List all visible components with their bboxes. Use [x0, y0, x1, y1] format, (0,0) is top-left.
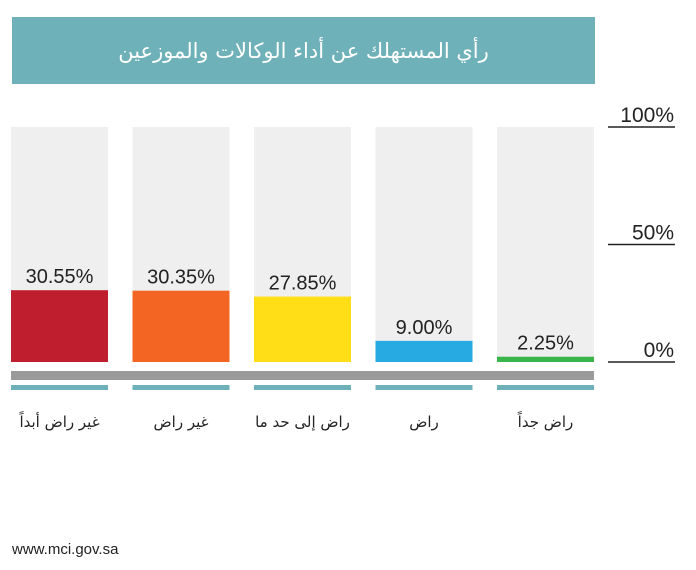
chart-title-bar: رأي المستهلك عن أداء الوكالات والموزعين — [12, 17, 595, 84]
bar — [132, 290, 230, 362]
data-label: 2.25% — [517, 333, 574, 355]
category-underline — [497, 385, 594, 390]
data-label: 30.55% — [26, 266, 94, 288]
baseline-bar — [11, 371, 594, 380]
chart-title: رأي المستهلك عن أداء الوكالات والموزعين — [118, 38, 489, 63]
y-tick-label: 100% — [620, 104, 674, 127]
data-label: 30.35% — [147, 267, 215, 289]
category-label: راض — [409, 413, 439, 431]
category-underline — [254, 385, 351, 390]
source-url: www.mci.gov.sa — [12, 541, 119, 558]
bar-background — [375, 127, 473, 362]
data-label: 9.00% — [396, 317, 453, 339]
bar — [375, 340, 473, 362]
y-tick-label: 50% — [632, 222, 674, 245]
bar — [11, 290, 108, 362]
category-underline — [375, 385, 473, 390]
bar — [497, 356, 594, 362]
bar-background — [497, 127, 594, 362]
category-label: غير راض — [154, 413, 209, 431]
category-label: راض إلى حد ما — [255, 413, 350, 431]
category-label: راض جداً — [517, 411, 573, 431]
y-tick-label: 0% — [644, 339, 674, 362]
category-label: غير راض أبداً — [19, 411, 100, 431]
data-label: 27.85% — [269, 273, 337, 295]
bar — [254, 296, 351, 362]
category-underline — [132, 385, 230, 390]
category-underline — [11, 385, 108, 390]
